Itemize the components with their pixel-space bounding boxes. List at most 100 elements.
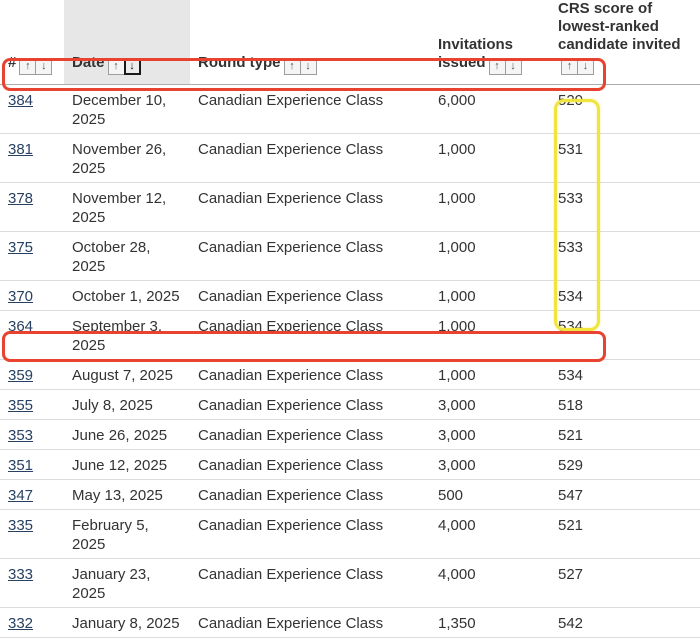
draw-results-table-container: #↑↓ Date↑↓ Round type↑↓ Invitations issu… <box>0 0 700 638</box>
round-number-link[interactable]: 355 <box>8 397 33 414</box>
sort-ascending-button[interactable]: ↑ <box>561 58 578 75</box>
date-cell: August 7, 2025 <box>64 360 190 390</box>
column-header-invitations: Invitations issued↑↓ <box>430 0 550 85</box>
round-type-cell: Canadian Experience Class <box>190 559 430 608</box>
round-number-cell: 332 <box>0 608 64 638</box>
round-type-cell: Canadian Experience Class <box>190 480 430 510</box>
crs-score-cell: 518 <box>550 390 700 420</box>
round-number-link[interactable]: 347 <box>8 487 33 504</box>
round-number-cell: 353 <box>0 420 64 450</box>
sort-descending-button[interactable]: ↓ <box>300 58 317 75</box>
round-number-cell: 378 <box>0 183 64 232</box>
round-number-link[interactable]: 359 <box>8 367 33 384</box>
round-number-link[interactable]: 364 <box>8 318 33 335</box>
table-row: 364 September 3, 2025 Canadian Experienc… <box>0 311 700 360</box>
round-number-cell: 347 <box>0 480 64 510</box>
round-number-cell: 359 <box>0 360 64 390</box>
crs-score-cell: 521 <box>550 510 700 559</box>
table-row: 370 October 1, 2025 Canadian Experience … <box>0 281 700 311</box>
column-header-round-type-label: Round type <box>198 54 281 71</box>
crs-score-cell: 529 <box>550 450 700 480</box>
round-type-cell: Canadian Experience Class <box>190 281 430 311</box>
invitations-cell: 1,000 <box>430 183 550 232</box>
round-number-cell: 370 <box>0 281 64 311</box>
round-number-cell: 364 <box>0 311 64 360</box>
table-row: 355 July 8, 2025 Canadian Experience Cla… <box>0 390 700 420</box>
sort-ascending-button[interactable]: ↑ <box>108 58 125 75</box>
column-header-date-label: Date <box>72 54 105 71</box>
sort-ascending-button[interactable]: ↑ <box>19 58 36 75</box>
table-row: 381 November 26, 2025 Canadian Experienc… <box>0 134 700 183</box>
column-header-crs-score: CRS score of lowest-ranked candidate inv… <box>550 0 700 85</box>
table-header-row: #↑↓ Date↑↓ Round type↑↓ Invitations issu… <box>0 0 700 85</box>
date-cell: January 8, 2025 <box>64 608 190 638</box>
date-cell: May 13, 2025 <box>64 480 190 510</box>
table-row: 359 August 7, 2025 Canadian Experience C… <box>0 360 700 390</box>
round-number-cell: 381 <box>0 134 64 183</box>
crs-score-cell: 547 <box>550 480 700 510</box>
crs-score-cell: 527 <box>550 559 700 608</box>
invitations-cell: 1,000 <box>430 281 550 311</box>
round-number-link[interactable]: 335 <box>8 517 33 534</box>
round-type-cell: Canadian Experience Class <box>190 390 430 420</box>
round-type-cell: Canadian Experience Class <box>190 85 430 134</box>
date-cell: February 5, 2025 <box>64 510 190 559</box>
invitations-cell: 6,000 <box>430 85 550 134</box>
invitations-cell: 500 <box>430 480 550 510</box>
invitations-cell: 1,000 <box>430 134 550 183</box>
draw-results-table: #↑↓ Date↑↓ Round type↑↓ Invitations issu… <box>0 0 700 638</box>
crs-score-cell: 521 <box>550 420 700 450</box>
sort-descending-button[interactable]: ↓ <box>577 58 594 75</box>
invitations-cell: 1,000 <box>430 360 550 390</box>
date-cell: December 10, 2025 <box>64 85 190 134</box>
round-number-link[interactable]: 384 <box>8 92 33 109</box>
crs-score-cell: 531 <box>550 134 700 183</box>
round-type-cell: Canadian Experience Class <box>190 311 430 360</box>
round-number-link[interactable]: 370 <box>8 288 33 305</box>
round-number-link[interactable]: 378 <box>8 190 33 207</box>
sort-descending-button-active[interactable]: ↓ <box>124 58 141 75</box>
sort-ascending-button[interactable]: ↑ <box>489 58 506 75</box>
round-number-link[interactable]: 333 <box>8 566 33 583</box>
sort-descending-button[interactable]: ↓ <box>35 58 52 75</box>
crs-score-cell: 534 <box>550 360 700 390</box>
date-cell: October 28, 2025 <box>64 232 190 281</box>
round-number-cell: 333 <box>0 559 64 608</box>
round-number-cell: 351 <box>0 450 64 480</box>
date-cell: June 26, 2025 <box>64 420 190 450</box>
round-number-cell: 384 <box>0 85 64 134</box>
sort-ascending-button[interactable]: ↑ <box>284 58 301 75</box>
round-type-cell: Canadian Experience Class <box>190 232 430 281</box>
round-type-cell: Canadian Experience Class <box>190 450 430 480</box>
invitations-cell: 4,000 <box>430 510 550 559</box>
crs-score-cell: 534 <box>550 311 700 360</box>
round-number-link[interactable]: 381 <box>8 141 33 158</box>
round-number-link[interactable]: 351 <box>8 457 33 474</box>
column-header-date: Date↑↓ <box>64 0 190 85</box>
table-row: 333 January 23, 2025 Canadian Experience… <box>0 559 700 608</box>
date-cell: June 12, 2025 <box>64 450 190 480</box>
column-header-crs-score-label: CRS score of lowest-ranked candidate inv… <box>558 0 681 53</box>
table-row: 378 November 12, 2025 Canadian Experienc… <box>0 183 700 232</box>
round-type-cell: Canadian Experience Class <box>190 510 430 559</box>
round-number-cell: 335 <box>0 510 64 559</box>
round-number-link[interactable]: 375 <box>8 239 33 256</box>
round-number-link[interactable]: 332 <box>8 615 33 632</box>
invitations-cell: 1,000 <box>430 232 550 281</box>
round-number-link[interactable]: 353 <box>8 427 33 444</box>
invitations-cell: 1,000 <box>430 311 550 360</box>
round-type-cell: Canadian Experience Class <box>190 134 430 183</box>
table-row: 335 February 5, 2025 Canadian Experience… <box>0 510 700 559</box>
column-header-number-label: # <box>8 54 16 71</box>
table-row: 347 May 13, 2025 Canadian Experience Cla… <box>0 480 700 510</box>
round-number-cell: 375 <box>0 232 64 281</box>
column-header-round-type: Round type↑↓ <box>190 0 430 85</box>
invitations-cell: 3,000 <box>430 420 550 450</box>
date-cell: July 8, 2025 <box>64 390 190 420</box>
round-type-cell: Canadian Experience Class <box>190 420 430 450</box>
sort-descending-button[interactable]: ↓ <box>505 58 522 75</box>
round-type-cell: Canadian Experience Class <box>190 608 430 638</box>
invitations-cell: 4,000 <box>430 559 550 608</box>
table-row: 384 December 10, 2025 Canadian Experienc… <box>0 85 700 134</box>
round-type-cell: Canadian Experience Class <box>190 183 430 232</box>
